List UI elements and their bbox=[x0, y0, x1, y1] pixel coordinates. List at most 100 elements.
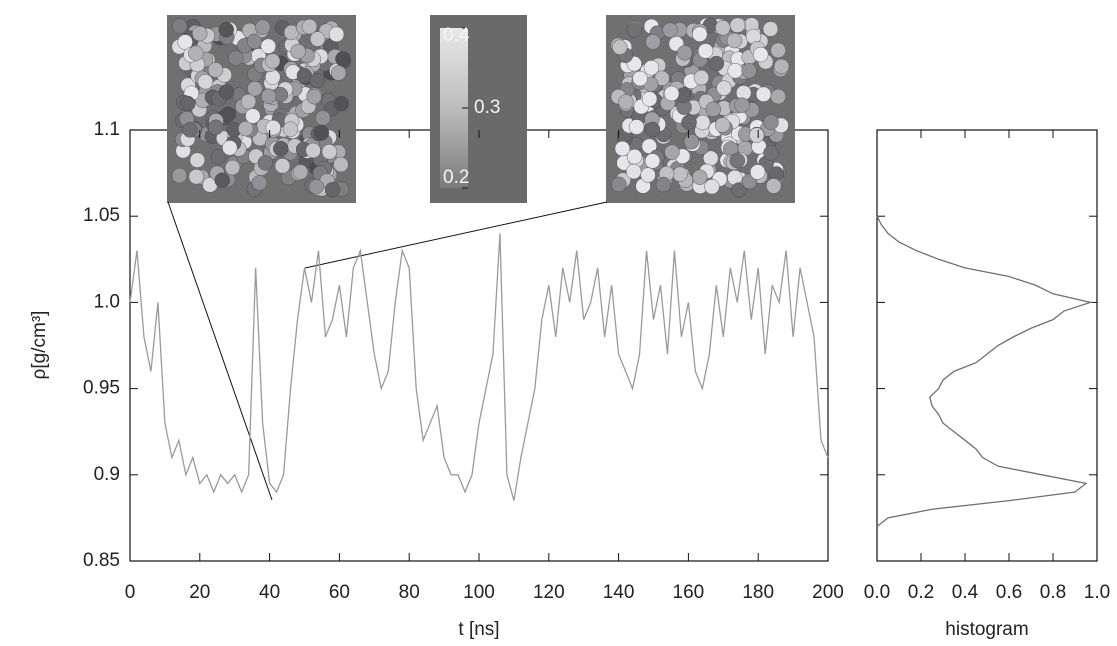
sphere bbox=[663, 85, 680, 102]
sphere bbox=[640, 167, 656, 183]
sphere bbox=[763, 114, 779, 130]
y-tick-label: 1.05 bbox=[83, 205, 120, 226]
sphere bbox=[611, 176, 627, 193]
pointer-line bbox=[167, 201, 273, 501]
x-tick-label: 0.2 bbox=[908, 582, 934, 603]
sphere bbox=[672, 166, 688, 182]
x-axis-label: t [ns] bbox=[458, 619, 499, 640]
sphere bbox=[641, 91, 658, 107]
histogram-frame bbox=[876, 129, 1098, 562]
sphere bbox=[308, 179, 325, 195]
sphere bbox=[645, 34, 661, 50]
x-tick-label: 200 bbox=[812, 582, 844, 603]
x-tick-label: 0 bbox=[125, 582, 136, 603]
histogram-label: histogram bbox=[945, 619, 1028, 640]
pointer-line bbox=[304, 201, 608, 269]
sphere bbox=[729, 17, 746, 33]
sphere bbox=[755, 86, 772, 102]
sphere bbox=[770, 88, 786, 105]
sphere bbox=[626, 22, 643, 38]
sphere bbox=[333, 156, 349, 173]
sphere bbox=[306, 89, 322, 105]
sphere bbox=[708, 55, 725, 72]
sphere bbox=[749, 164, 766, 180]
sphere bbox=[255, 19, 271, 35]
sphere bbox=[218, 21, 234, 38]
sphere bbox=[301, 18, 318, 35]
y-tick-label: 1.1 bbox=[94, 119, 120, 140]
sphere bbox=[618, 94, 634, 110]
sphere bbox=[309, 31, 326, 47]
sphere bbox=[683, 134, 700, 150]
sphere bbox=[328, 26, 345, 43]
x-tick-label: 0.4 bbox=[952, 582, 979, 603]
sphere bbox=[762, 21, 779, 37]
sphere bbox=[247, 81, 263, 97]
sphere bbox=[189, 152, 206, 168]
x-tick-label: 100 bbox=[463, 582, 495, 603]
sphere bbox=[260, 88, 277, 104]
sphere bbox=[644, 121, 661, 138]
sphere bbox=[188, 45, 204, 61]
x-tick-label: 0.0 bbox=[864, 582, 890, 603]
y-tick-label: 0.9 bbox=[94, 464, 120, 485]
sphere bbox=[171, 18, 188, 34]
x-tick-label: 40 bbox=[259, 582, 280, 603]
sphere bbox=[313, 125, 330, 141]
sphere bbox=[228, 50, 244, 66]
sphere bbox=[210, 149, 226, 165]
sphere bbox=[655, 176, 672, 193]
sphere bbox=[692, 26, 708, 42]
sphere bbox=[182, 122, 198, 138]
sphere bbox=[238, 120, 254, 137]
x-tick-label: 0.8 bbox=[1040, 582, 1066, 603]
sphere bbox=[704, 178, 720, 195]
sphere bbox=[324, 181, 341, 198]
sphere bbox=[715, 20, 731, 36]
x-tick-label: 160 bbox=[673, 582, 705, 603]
sphere bbox=[662, 22, 678, 38]
sphere bbox=[240, 93, 257, 110]
sphere bbox=[632, 70, 648, 87]
x-tick-label: 60 bbox=[329, 582, 350, 603]
sphere bbox=[729, 152, 745, 169]
sphere bbox=[292, 164, 309, 180]
sphere bbox=[265, 119, 281, 136]
sphere bbox=[305, 142, 321, 159]
sphere bbox=[726, 32, 743, 49]
sphere bbox=[770, 42, 786, 59]
colorbar-tick-label: 0.2 bbox=[443, 167, 469, 188]
data-line bbox=[129, 233, 829, 501]
sphere bbox=[330, 65, 347, 81]
x-tick-label: 180 bbox=[742, 582, 774, 603]
sphere bbox=[333, 95, 349, 112]
sphere bbox=[282, 121, 299, 137]
sphere bbox=[741, 63, 757, 79]
sphere bbox=[773, 58, 790, 75]
histogram-line bbox=[876, 215, 1093, 528]
x-tick-label: 80 bbox=[399, 582, 420, 603]
sphere bbox=[644, 153, 661, 169]
sphere bbox=[188, 169, 204, 185]
sphere bbox=[218, 84, 235, 100]
sphere bbox=[697, 43, 714, 59]
x-tick-label: 1.0 bbox=[1084, 582, 1110, 603]
sphere bbox=[734, 97, 750, 113]
x-tick-label: 20 bbox=[189, 582, 210, 603]
sphere bbox=[214, 172, 230, 188]
sphere bbox=[753, 46, 769, 63]
y-tick-label: 0.85 bbox=[83, 550, 120, 571]
sphere bbox=[224, 159, 241, 176]
sphere bbox=[641, 138, 658, 154]
sphere bbox=[208, 119, 224, 136]
sphere bbox=[681, 114, 697, 131]
sphere bbox=[677, 45, 693, 61]
sphere bbox=[694, 114, 711, 131]
sphere bbox=[207, 62, 224, 78]
sphere bbox=[290, 43, 306, 60]
sphere bbox=[664, 144, 680, 160]
sphere bbox=[628, 119, 645, 135]
sphere bbox=[180, 95, 196, 112]
sphere bbox=[260, 38, 277, 54]
x-tick-label: 140 bbox=[603, 582, 635, 603]
